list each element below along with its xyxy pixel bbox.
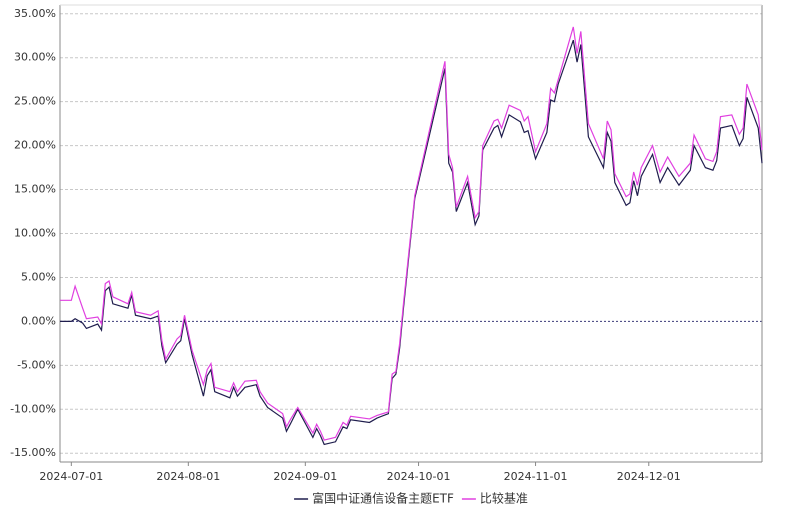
y-tick-label: 5.00%	[21, 270, 56, 283]
legend: 富国中证通信设备主题ETF 比较基准	[294, 491, 528, 506]
series-line	[60, 26, 763, 441]
y-tick-label: 20.00%	[14, 139, 56, 152]
x-tick-label: 2024-10-01	[387, 470, 451, 483]
x-tick-label: 2024-07-01	[39, 470, 103, 483]
x-tick-label: 2024-12-01	[617, 470, 681, 483]
y-tick-label: 15.00%	[14, 183, 56, 196]
y-tick-label: 25.00%	[14, 95, 56, 108]
series-line	[60, 39, 763, 446]
y-tick-label: 30.00%	[14, 51, 56, 64]
x-tick-label: 2024-11-01	[504, 470, 568, 483]
y-tick-label: -15.00%	[10, 446, 56, 459]
legend-label: 富国中证通信设备主题ETF	[312, 491, 454, 506]
x-tick-label: 2024-09-01	[273, 470, 337, 483]
y-tick-label: 0.00%	[21, 314, 56, 327]
y-tick-label: -10.00%	[10, 402, 56, 415]
y-tick-label: 35.00%	[14, 7, 56, 20]
y-tick-label: -5.00%	[17, 358, 56, 371]
legend-label: 比较基准	[480, 491, 528, 506]
y-tick-label: 10.00%	[14, 227, 56, 240]
x-tick-label: 2024-08-01	[156, 470, 220, 483]
